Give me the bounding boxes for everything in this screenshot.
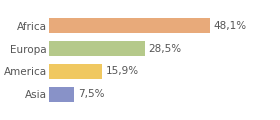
Bar — [49, 64, 102, 79]
Text: 7,5%: 7,5% — [78, 89, 104, 99]
Text: 48,1%: 48,1% — [213, 21, 246, 31]
Bar — [49, 41, 144, 56]
Text: 28,5%: 28,5% — [148, 44, 181, 54]
Text: 15,9%: 15,9% — [106, 66, 139, 76]
Bar — [49, 87, 74, 102]
Bar — [49, 18, 210, 33]
